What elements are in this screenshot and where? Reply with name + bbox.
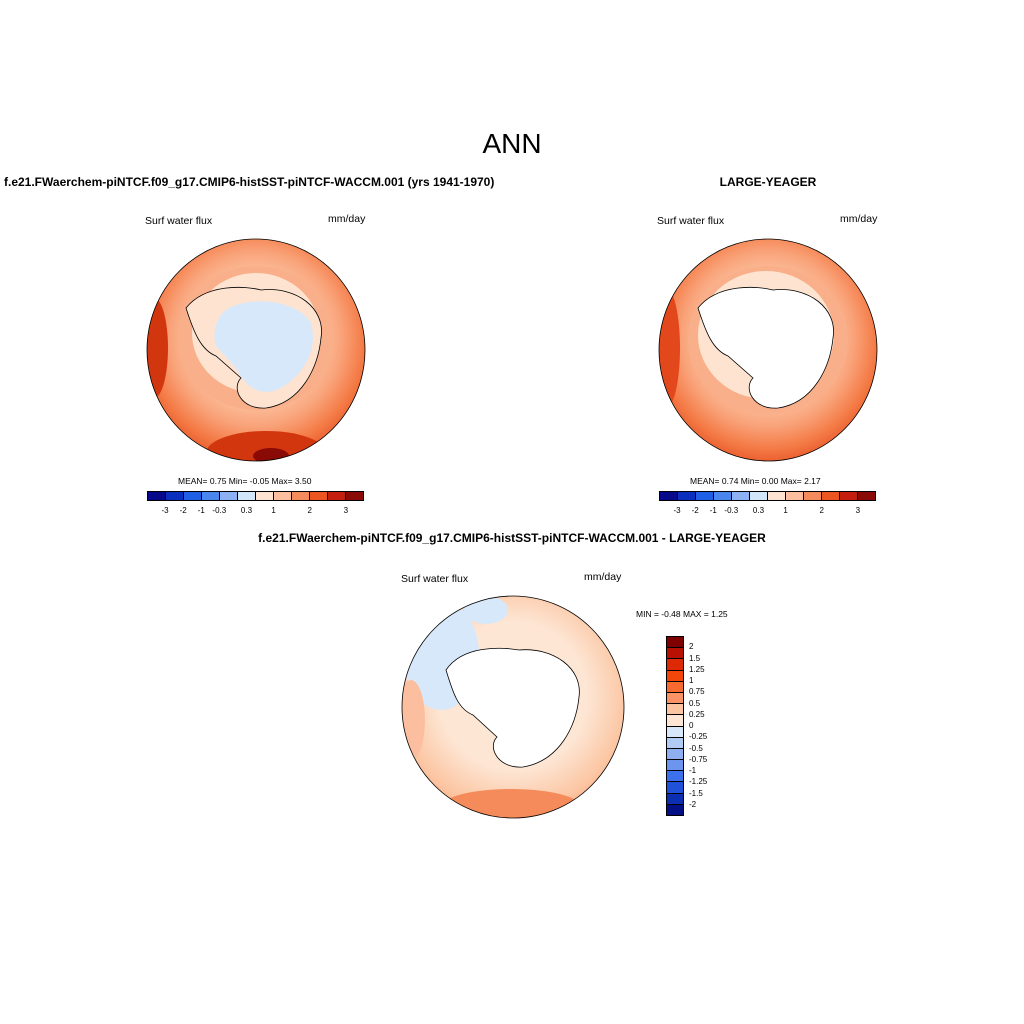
colorbar-swatch (328, 492, 346, 500)
colorbar-swatch (667, 760, 683, 772)
colorbar-tick-label: -3 (161, 506, 169, 515)
colorbar-tick-label: -1 (709, 506, 717, 515)
colorbar-swatch (786, 492, 804, 500)
colorbar-swatch (804, 492, 822, 500)
colorbar-swatch (667, 670, 683, 682)
colorbar-tick-label: 2 (689, 642, 694, 652)
colorbar-swatch (148, 492, 166, 500)
colorbar-tick-label: 1 (689, 676, 694, 685)
panel1-stats: MEAN= 0.75 Min= -0.05 Max= 3.50 (178, 476, 312, 486)
colorbar-tick-label: -2 (179, 506, 187, 515)
panel1-variable-label: Surf water flux (145, 215, 213, 227)
colorbar-tick-label: 3 (343, 506, 349, 515)
colorbar-tick-label: -3 (673, 506, 681, 515)
colorbar-tick-label: -0.3 (724, 506, 739, 515)
panel3-units-label: mm/day (584, 571, 622, 583)
colorbar-tick-label: -2 (689, 799, 697, 809)
colorbar-tick-label: 0.25 (689, 709, 705, 719)
colorbar-swatch (202, 492, 220, 500)
colorbar-tick-label: -1.5 (689, 788, 703, 798)
colorbar-tick-label: -1 (197, 506, 205, 515)
colorbar-swatch (667, 704, 683, 716)
colorbar-swatch (256, 492, 274, 500)
colorbar-tick-label: 0 (689, 721, 694, 730)
colorbar-swatch (750, 492, 768, 500)
colorbar-swatch (696, 492, 714, 500)
colorbar-swatch (346, 492, 363, 500)
colorbar-swatch (667, 715, 683, 727)
panel2-units-label: mm/day (840, 213, 878, 225)
colorbar-swatch (667, 726, 683, 738)
colorbar-tick-label: -0.75 (689, 754, 708, 764)
colorbar-swatch (667, 737, 683, 749)
colorbar-swatch (667, 748, 683, 761)
colorbar-swatch (667, 659, 683, 671)
colorbar-swatch (840, 492, 858, 500)
colorbar-swatch (678, 492, 696, 500)
colorbar-tick-label: 2 (819, 506, 824, 515)
panel2-colorbar (659, 491, 876, 501)
panel2-stats: MEAN= 0.74 Min= 0.00 Max= 2.17 (690, 476, 821, 486)
colorbar-tick-label: -1 (689, 766, 697, 775)
colorbar-swatch (184, 492, 202, 500)
colorbar-tick-label: -0.5 (689, 743, 703, 753)
panel3-map (401, 595, 625, 819)
panel1-colorbar (147, 491, 364, 501)
panel1-units-label: mm/day (328, 213, 366, 225)
colorbar-tick-label: 2 (307, 506, 312, 515)
panel3-variable-label: Surf water flux (401, 573, 469, 585)
panel3-stats: MIN = -0.48 MAX = 1.25 (636, 609, 728, 619)
colorbar-tick-label: 1 (271, 506, 276, 515)
panel2-map (658, 238, 878, 462)
colorbar-swatch (858, 492, 875, 500)
colorbar-tick-label: 3 (855, 506, 861, 515)
colorbar-swatch (667, 648, 683, 660)
colorbar-swatch (667, 771, 683, 783)
colorbar-swatch (667, 793, 683, 805)
colorbar-tick-label: -1.25 (689, 777, 708, 787)
colorbar-swatch (220, 492, 238, 500)
colorbar-swatch (667, 692, 683, 705)
colorbar-swatch (667, 804, 683, 815)
colorbar-tick-label: 0.5 (689, 698, 701, 708)
colorbar-tick-label: 1 (783, 506, 788, 515)
colorbar-swatch (768, 492, 786, 500)
colorbar-swatch (667, 782, 683, 794)
panel3-title: f.e21.FWaerchem-piNTCF.f09_g17.CMIP6-his… (258, 531, 766, 545)
colorbar-tick-label: 1.5 (689, 653, 701, 663)
colorbar-tick-label: 0.3 (752, 506, 765, 515)
colorbar-swatch (310, 492, 328, 500)
colorbar-swatch (714, 492, 732, 500)
colorbar-swatch (667, 681, 683, 693)
colorbar-swatch (238, 492, 256, 500)
colorbar-tick-label: 1.25 (689, 664, 705, 674)
colorbar-tick-label: 0.3 (240, 506, 253, 515)
panel1-title: f.e21.FWaerchem-piNTCF.f09_g17.CMIP6-his… (4, 175, 495, 189)
colorbar-swatch (822, 492, 840, 500)
panel2-variable-label: Surf water flux (657, 215, 725, 227)
colorbar-tick-label: -2 (691, 506, 699, 515)
colorbar-swatch (274, 492, 292, 500)
figure-title: ANN (482, 128, 542, 159)
colorbar-swatch (166, 492, 184, 500)
panel2-title: LARGE-YEAGER (719, 175, 817, 189)
colorbar-swatch (732, 492, 750, 500)
colorbar-tick-label: -0.25 (689, 732, 708, 742)
panel3-colorbar (666, 636, 684, 816)
colorbar-tick-label: -0.3 (212, 506, 227, 515)
panel1-map (146, 238, 366, 462)
colorbar-swatch (292, 492, 310, 500)
colorbar-tick-label: 0.75 (689, 687, 705, 697)
colorbar-swatch (660, 492, 678, 500)
colorbar-swatch (667, 637, 683, 649)
